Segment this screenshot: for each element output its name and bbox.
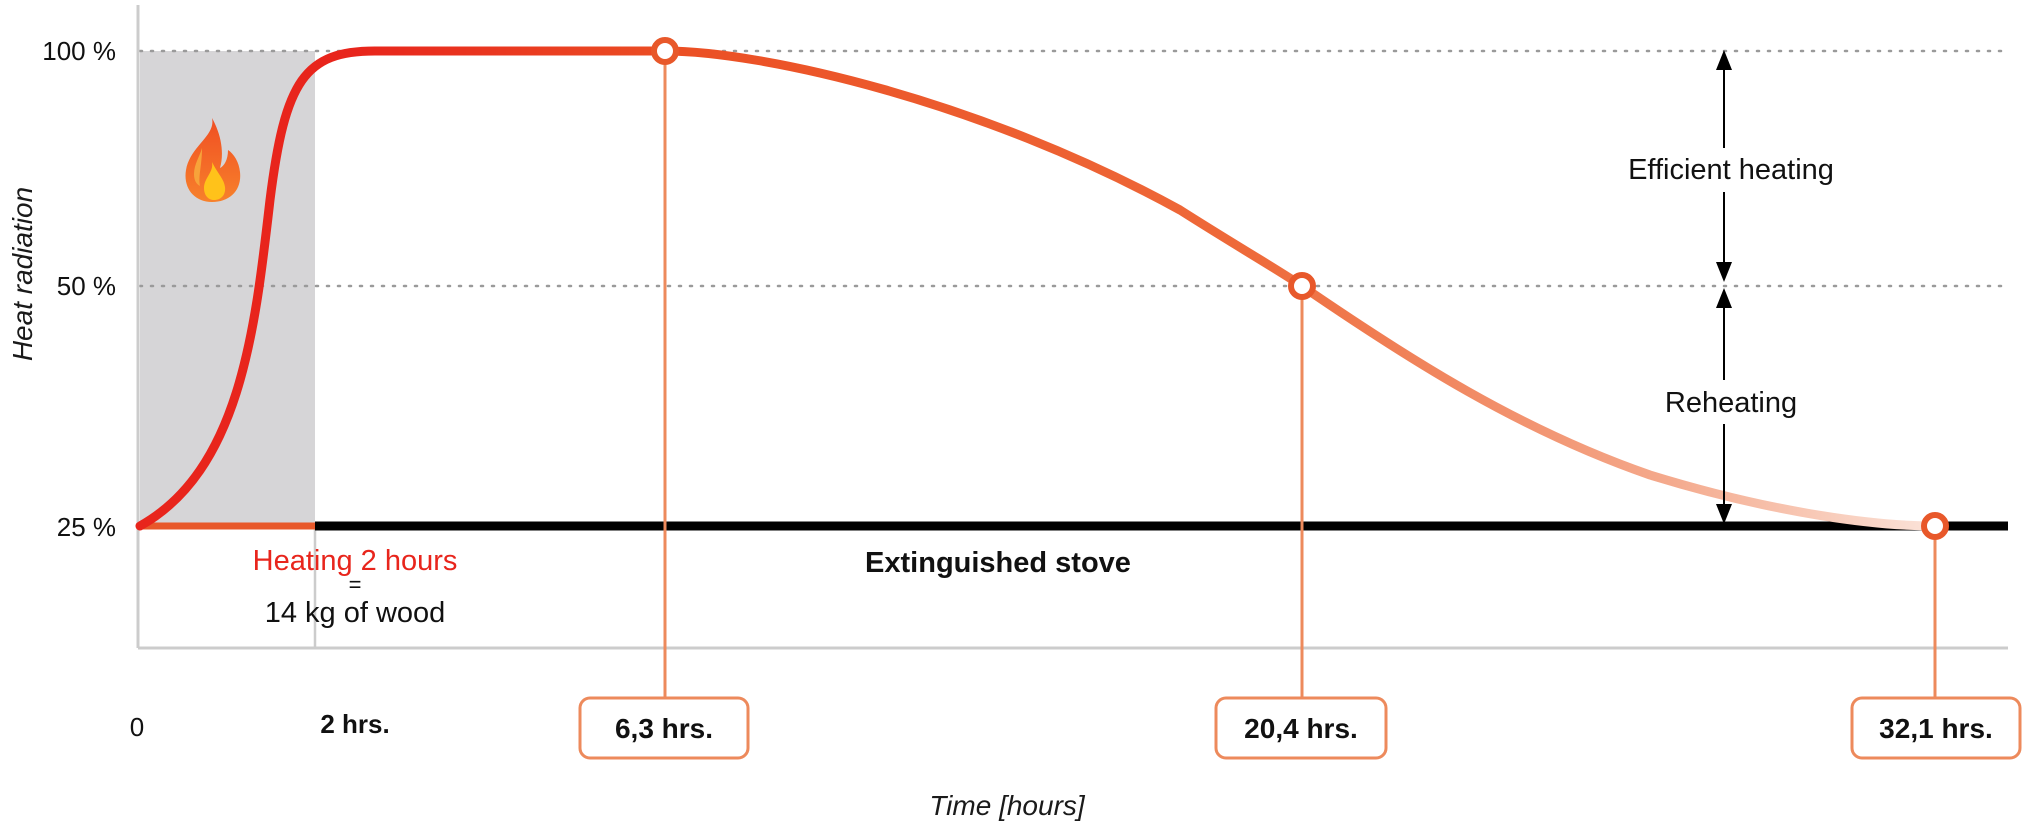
- reheating-label: Reheating: [1665, 387, 1797, 419]
- marker-label-20-4: 20,4 hrs.: [1244, 713, 1358, 744]
- flame-icon: [185, 118, 241, 202]
- extinguished-stove-label: Extinguished stove: [865, 547, 1131, 579]
- marker-point-6-3: [651, 37, 679, 65]
- heating-duration-label: Heating 2 hours: [253, 545, 458, 577]
- y-tick-label: 50 %: [57, 271, 116, 301]
- reheating-label-bg: [1650, 380, 1810, 424]
- marker-label-32-1: 32,1 hrs.: [1879, 713, 1993, 744]
- marker-label-box-20-4: 20,4 hrs.: [1214, 696, 1388, 760]
- marker-label-box-32-1: 32,1 hrs.: [1850, 696, 2022, 760]
- heat-radiation-curve: [135, 46, 1940, 531]
- x-axis-title: Time [hours]: [929, 790, 1086, 821]
- marker-point-20-4: [1288, 272, 1316, 300]
- marker-point-32-1: [1921, 512, 1949, 540]
- y-axis-title: Heat radiation: [7, 187, 38, 361]
- heating-region: [140, 51, 315, 526]
- heating-equals-sign: =: [349, 572, 362, 597]
- marker-label-box-6-3: 6,3 hrs.: [578, 696, 750, 760]
- efficient-heating-label: Efficient heating: [1628, 154, 1834, 186]
- marker-label-6-3: 6,3 hrs.: [615, 713, 713, 744]
- efficient-heating-label-bg: [1605, 148, 1850, 192]
- x-tick-label-2hrs: 2 hrs.: [320, 709, 389, 739]
- y-tick-label: 25 %: [57, 512, 116, 542]
- y-tick-label: 100 %: [42, 36, 116, 66]
- x-tick-label-0: 0: [130, 712, 144, 742]
- wood-amount-label: 14 kg of wood: [265, 597, 446, 629]
